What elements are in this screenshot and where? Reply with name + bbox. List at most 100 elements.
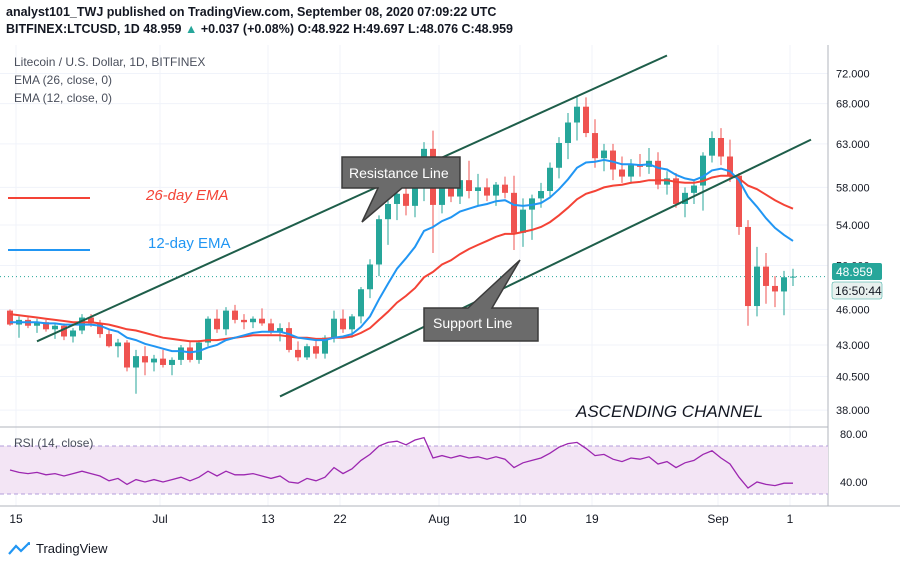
low-label: L: (408, 22, 420, 36)
open-label: O: (297, 22, 312, 36)
candle-body (565, 122, 571, 143)
candle-body (547, 167, 553, 192)
time-tick-label: 13 (261, 512, 275, 526)
ema26-annotation: 26-day EMA (145, 187, 229, 204)
support-label: Support Line (433, 315, 513, 331)
price-tick-label: 40.500 (836, 372, 870, 384)
time-tick-label: 15 (9, 512, 23, 526)
high-value: 49.697 (366, 22, 405, 36)
countdown-badge (831, 281, 883, 300)
candle-body (286, 328, 292, 350)
candle-body (592, 133, 598, 159)
price-tick-label: 63.000 (836, 139, 870, 151)
candle-body (394, 193, 400, 204)
candle-body (268, 323, 274, 332)
grid (0, 45, 828, 506)
time-tick-label: Sep (707, 512, 729, 526)
resistance-line (36, 54, 668, 343)
price-badge-value: 48.959 (836, 265, 873, 279)
candle-body (169, 359, 175, 365)
rsi-legend: RSI (14, close) (14, 436, 93, 450)
candle-body (115, 342, 121, 347)
ema12-line (10, 158, 794, 354)
candle-body (682, 192, 688, 204)
candle-body (493, 184, 499, 196)
candle-body (367, 264, 373, 290)
candle-body (214, 318, 220, 330)
candle-body (709, 137, 715, 156)
candle-body (610, 150, 616, 170)
rsi-band (0, 446, 828, 494)
candle-body (754, 266, 760, 307)
candle-body (61, 325, 67, 337)
candle-body (358, 289, 364, 317)
countdown-value: 16:50:44 (835, 284, 882, 298)
candle-body (133, 356, 139, 368)
candle-body (250, 318, 256, 323)
candle-body (313, 346, 319, 354)
last-price: 48.959 (143, 22, 182, 36)
resistance-label: Resistance Line (349, 165, 449, 181)
trendlines (36, 54, 812, 398)
rsi-tick-label: 40.00 (840, 477, 868, 489)
candle-body (412, 179, 418, 206)
time-tick-label: 10 (513, 512, 527, 526)
candle-body (619, 169, 625, 177)
candle-body (718, 137, 724, 157)
candle-body (385, 203, 391, 220)
candle-body (178, 347, 184, 360)
price-tick-label: 54.000 (836, 220, 870, 232)
candle-body (448, 183, 454, 197)
candle-body (187, 347, 193, 360)
candle-body (763, 266, 769, 286)
rsi-tick-label: 80.00 (840, 429, 868, 441)
ema12-annotation: 12-day EMA (148, 235, 231, 252)
candle-body (772, 285, 778, 292)
symbol: BITFINEX:LTCUSD, 1D (6, 22, 140, 36)
price-tick-label: 58.000 (836, 182, 870, 194)
candle-body (205, 318, 211, 343)
candle-body (7, 310, 13, 325)
candle-body (790, 276, 796, 278)
candle-body (124, 342, 130, 368)
candle-body (745, 226, 751, 307)
candle-body (691, 185, 697, 193)
legend-title: Litecoin / U.S. Dollar, 1D, BITFINEX (14, 55, 205, 69)
candle-body (538, 191, 544, 199)
change: +0.037 (+0.08%) (200, 22, 294, 36)
channel-label: ASCENDING CHANNEL (575, 402, 763, 421)
price-badge (832, 263, 882, 280)
candle-body (664, 178, 670, 185)
candle-body (304, 346, 310, 358)
candle-body (556, 142, 562, 168)
ema26-line (9, 174, 794, 343)
tradingview-footer[interactable]: TradingView (8, 541, 108, 556)
candle-body (466, 180, 472, 192)
candle-body (376, 219, 382, 265)
support-callout (423, 259, 539, 342)
time-tick-label: Aug (428, 512, 449, 526)
symbol-summary: BITFINEX:LTCUSD, 1D 48.959 ▲ +0.037 (+0.… (6, 21, 896, 38)
candle-body (97, 323, 103, 335)
candle-body (160, 358, 166, 365)
candle-body (655, 160, 661, 185)
candle-body (628, 165, 634, 177)
price-tick-label: 68.000 (836, 99, 870, 111)
candle-body (70, 330, 76, 337)
time-tick-label: Jul (152, 512, 167, 526)
tradingview-brand: TradingView (36, 541, 108, 556)
candle-body (583, 106, 589, 134)
candle-body (295, 349, 301, 358)
candle-body (439, 183, 445, 205)
candle-body (601, 150, 607, 159)
candle-body (52, 325, 58, 330)
price-tick-label: 38.000 (836, 405, 870, 417)
candle-body (781, 277, 787, 292)
legend-ema26: EMA (26, close, 0) (14, 73, 112, 87)
resistance-callout (341, 156, 461, 223)
candle-body (502, 184, 508, 193)
tradingview-logo-icon (8, 541, 30, 555)
candle-body (700, 155, 706, 186)
support-line (279, 138, 812, 398)
